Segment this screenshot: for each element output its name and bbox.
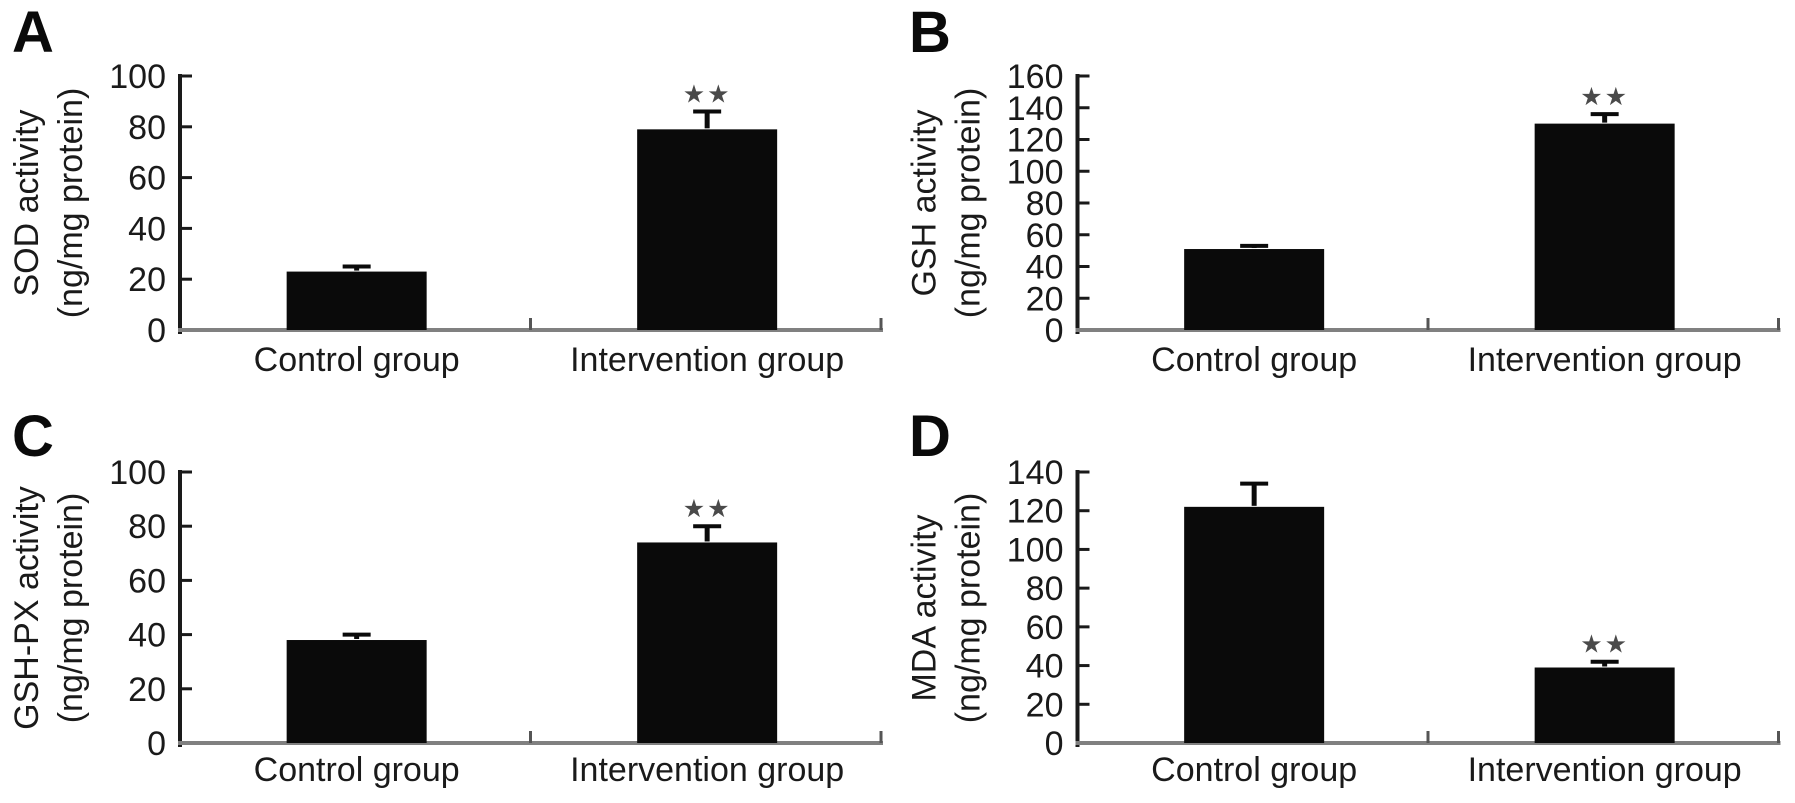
y-tick-label: 20 bbox=[128, 261, 166, 299]
y-tick-label: 60 bbox=[128, 562, 166, 600]
y-tick-label: 80 bbox=[1026, 570, 1064, 608]
gsh-bar-chart: GSH activity (ng/mg protein) 02040608010… bbox=[906, 58, 1781, 379]
sod-bar-chart: SOD activity (ng/mg protein) 0 20 40 60 80 10… bbox=[8, 58, 883, 379]
x-label-intervention-group: Intervention group bbox=[570, 751, 844, 789]
y-tick-label: 80 bbox=[128, 109, 166, 147]
x-label-control-group: Control group bbox=[1151, 341, 1357, 379]
significance-marker: ★★ bbox=[683, 81, 732, 109]
panel-b-gsh: B GSH activity (ng/mg protein) 0 20 40 60 80… bbox=[897, 0, 1795, 390]
panel-d-mda: D MDA activity (ng/mg protein) 0 20 40 60 80… bbox=[897, 390, 1795, 803]
y-tick-label: 0 bbox=[147, 725, 166, 763]
y-tick-label: 100 bbox=[109, 454, 166, 492]
panel-letter-b: B bbox=[909, 0, 951, 65]
panel-a-sod: A SOD activity (ng/mg protein) 0 20 40 60 80… bbox=[0, 0, 897, 390]
x-label-control-group: Control group bbox=[254, 751, 460, 789]
y-axis-title-line1: GSH-PX activity bbox=[8, 486, 46, 730]
x-label-control-group: Control group bbox=[254, 341, 460, 379]
x-label-intervention-group: Intervention group bbox=[1468, 341, 1742, 379]
y-tick-label: 100 bbox=[1007, 531, 1064, 569]
mda-bar-chart: MDA activity (ng/mg protein) 02040608010… bbox=[906, 454, 1781, 789]
bar-intervention-group bbox=[637, 542, 778, 743]
y-tick-label: 100 bbox=[1007, 153, 1064, 191]
y-tick-label: 40 bbox=[1026, 648, 1064, 686]
x-label-intervention-group: Intervention group bbox=[1468, 751, 1742, 789]
significance-marker: ★★ bbox=[683, 495, 732, 523]
y-tick-label: 0 bbox=[147, 312, 166, 350]
y-axis-title-line2: (ng/mg protein) bbox=[52, 493, 90, 724]
y-tick-label: 0 bbox=[1045, 312, 1064, 350]
y-axis-title-line2: (ng/mg protein) bbox=[950, 88, 988, 319]
bar-control-group bbox=[1184, 506, 1325, 743]
y-tick-label: 40 bbox=[128, 617, 166, 655]
y-axis-title-line1: MDA activity bbox=[906, 514, 944, 701]
y-tick-label: 20 bbox=[1026, 280, 1064, 318]
y-tick-label: 140 bbox=[1007, 454, 1064, 492]
y-tick-label: 40 bbox=[1026, 249, 1064, 287]
y-tick-label: 160 bbox=[1007, 58, 1064, 96]
y-tick-label: 60 bbox=[128, 160, 166, 198]
panel-letter-d: D bbox=[909, 404, 951, 469]
y-tick-label: 140 bbox=[1007, 90, 1064, 128]
panel-letter-a: A bbox=[12, 0, 54, 65]
y-axis-title-line2: (ng/mg protein) bbox=[52, 88, 90, 319]
panel-c-gshpx: C GSH-PX activity (ng/mg protein) 0 20 40 6… bbox=[0, 390, 897, 803]
bar-intervention-group bbox=[637, 129, 778, 330]
bar-control-group bbox=[286, 640, 427, 743]
significance-marker: ★★ bbox=[1580, 631, 1629, 659]
y-tick-label: 20 bbox=[128, 671, 166, 709]
y-axis-title-line2: (ng/mg protein) bbox=[950, 493, 988, 724]
bar-intervention-group bbox=[1534, 667, 1675, 743]
y-tick-label: 120 bbox=[1007, 493, 1064, 531]
y-axis-title-line1: GSH activity bbox=[906, 109, 944, 296]
y-axis-title-line1: SOD activity bbox=[8, 109, 46, 296]
significance-marker: ★★ bbox=[1580, 83, 1629, 111]
gshpx-bar-chart: GSH-PX activity (ng/mg protein) 0 20 40 60 8… bbox=[8, 454, 883, 789]
y-tick-label: 0 bbox=[1045, 725, 1064, 763]
y-tick-label: 100 bbox=[109, 58, 166, 96]
y-tick-label: 60 bbox=[1026, 217, 1064, 255]
y-tick-label: 20 bbox=[1026, 686, 1064, 724]
x-label-intervention-group: Intervention group bbox=[570, 341, 844, 379]
y-tick-label: 80 bbox=[128, 508, 166, 546]
x-label-control-group: Control group bbox=[1151, 751, 1357, 789]
y-tick-label: 120 bbox=[1007, 122, 1064, 160]
y-tick-label: 40 bbox=[128, 210, 166, 248]
bar-intervention-group bbox=[1534, 123, 1675, 330]
bar-control-group bbox=[1184, 249, 1325, 330]
panel-letter-c: C bbox=[12, 404, 54, 469]
y-tick-label: 60 bbox=[1026, 609, 1064, 647]
bar-control-group bbox=[286, 271, 427, 330]
y-tick-label: 80 bbox=[1026, 185, 1064, 223]
